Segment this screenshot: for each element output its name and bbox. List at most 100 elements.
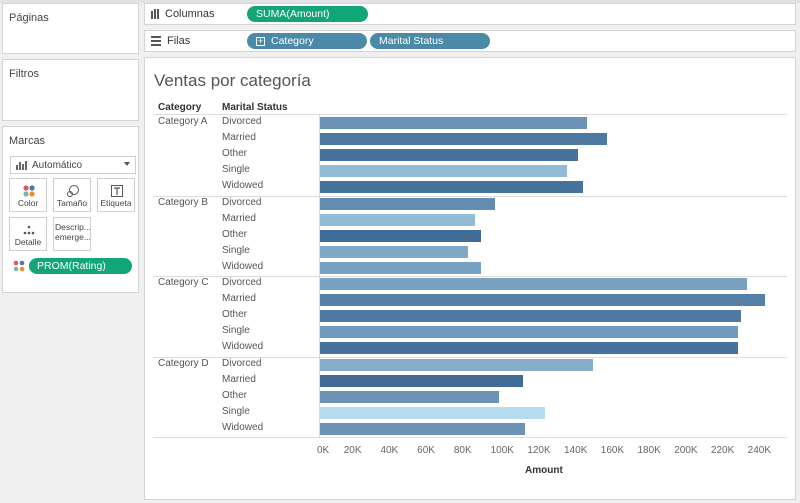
rows-pill-category-label: Category [271, 35, 314, 47]
bar[interactable] [319, 197, 496, 210]
label-button[interactable]: Etiqueta [97, 178, 135, 212]
group-divider [153, 196, 787, 197]
marital-status-label: Married [222, 132, 256, 144]
pages-title: Páginas [9, 12, 49, 24]
bar[interactable] [319, 358, 593, 371]
category-label: Category B [158, 196, 209, 208]
rows-shelf-label: Filas [151, 35, 190, 47]
bar[interactable] [319, 245, 468, 258]
x-tick-label: 160K [600, 445, 625, 456]
marital-status-label: Other [222, 389, 248, 401]
expand-icon: + [256, 35, 265, 46]
bar[interactable] [319, 229, 481, 242]
marital-status-label: Divorced [222, 116, 262, 127]
bar[interactable] [319, 406, 545, 419]
marks-title: Marcas [9, 135, 46, 147]
group-divider [153, 437, 787, 438]
marks-card: Marcas Automático Color Tamaño Etiqueta … [2, 126, 139, 293]
detail-label: Detalle [14, 238, 42, 247]
rows-icon [151, 36, 161, 46]
marital-status-label: Other [222, 309, 248, 321]
marital-status-label: Single [222, 325, 250, 337]
rows-pill-category[interactable]: + Category [247, 33, 367, 49]
marital-status-label: Single [222, 405, 250, 417]
bar[interactable] [319, 149, 578, 162]
marital-status-label: Other [222, 228, 248, 240]
color-button[interactable]: Color [9, 178, 47, 212]
header-category: Category [158, 102, 202, 113]
bar[interactable] [319, 294, 766, 307]
rows-pill-marital-status[interactable]: Marital Status [370, 33, 490, 49]
bar[interactable] [319, 310, 742, 323]
columns-shelf[interactable]: Columnas SUMA(Amount) [144, 3, 796, 25]
mark-type-dropdown[interactable]: Automático [10, 156, 136, 174]
marital-status-label: Widowed [222, 180, 264, 192]
header-marital-status: Marital Status [222, 102, 288, 113]
color-pill-label: PROM(Rating) [37, 260, 106, 272]
x-tick-label: 140K [564, 445, 588, 456]
rows-label: Filas [167, 35, 191, 47]
size-icon [54, 182, 90, 199]
rows-shelf[interactable]: Filas + Category Marital Status [144, 30, 796, 52]
x-tick-label: 20K [343, 445, 362, 456]
bar[interactable] [319, 374, 523, 387]
x-tick-label: 80K [453, 445, 472, 456]
marital-status-label: Other [222, 148, 248, 160]
bar[interactable] [319, 390, 499, 403]
x-tick-label: 0K [317, 445, 330, 456]
bar[interactable] [319, 213, 476, 226]
x-tick-label: 40K [380, 445, 399, 456]
color-pill-prom-rating[interactable]: PROM(Rating) [29, 258, 132, 274]
viz-title: Ventas por categoría [154, 71, 311, 90]
pages-card[interactable]: Páginas [2, 3, 139, 54]
color-dots-icon [13, 260, 25, 275]
bar[interactable] [319, 133, 608, 146]
tooltip-label: Descrip... emerge... [55, 222, 90, 242]
x-tick-label: 220K [710, 445, 735, 456]
columns-icon [151, 9, 159, 19]
filters-card[interactable]: Filtros [2, 59, 139, 121]
columns-pill-label: SUMA(Amount) [256, 8, 330, 20]
detail-button[interactable]: Detalle [9, 217, 47, 251]
top-strip [0, 0, 800, 3]
marital-status-label: Widowed [222, 341, 264, 353]
tooltip-button[interactable]: Descrip... emerge... [53, 217, 91, 251]
header-divider [153, 114, 787, 115]
detail-dots-icon [10, 221, 46, 238]
bar[interactable] [319, 117, 588, 129]
marital-status-label: Married [222, 212, 256, 224]
x-tick-label: 200K [674, 445, 698, 456]
bar[interactable] [319, 342, 738, 355]
bar[interactable] [319, 326, 738, 339]
bar[interactable] [319, 278, 747, 290]
bar[interactable] [319, 422, 525, 435]
axis-zero-line [319, 115, 320, 437]
columns-pill-suma-amount[interactable]: SUMA(Amount) [247, 6, 368, 22]
columns-shelf-label: Columnas [151, 8, 215, 20]
marital-status-label: Married [222, 373, 256, 385]
marital-status-label: Widowed [222, 260, 264, 272]
x-axis-title: Amount [525, 465, 563, 476]
marital-status-label: Widowed [222, 421, 264, 433]
x-tick-label: 100K [490, 445, 514, 456]
filters-title: Filtros [9, 68, 39, 80]
size-button[interactable]: Tamaño [53, 178, 91, 212]
category-label: Category D [158, 357, 209, 369]
marital-status-label: Divorced [222, 277, 262, 288]
mark-type-value: Automático [32, 159, 83, 171]
rows-pill-marital-label: Marital Status [379, 35, 444, 47]
x-tick-label: 240K [747, 445, 771, 456]
color-label: Color [17, 199, 39, 208]
group-divider [153, 357, 787, 358]
bar[interactable] [319, 261, 481, 274]
label-label: Etiqueta [100, 199, 132, 208]
marital-status-label: Married [222, 293, 256, 305]
marital-status-label: Divorced [222, 357, 262, 369]
bar[interactable] [319, 165, 567, 178]
bar[interactable] [319, 181, 584, 194]
marital-status-label: Divorced [222, 196, 262, 208]
viz-sheet: Ventas por categoría Category Marital St… [144, 57, 796, 500]
category-label: Category C [158, 277, 209, 288]
category-label: Category A [158, 116, 208, 127]
group-divider [153, 276, 787, 277]
